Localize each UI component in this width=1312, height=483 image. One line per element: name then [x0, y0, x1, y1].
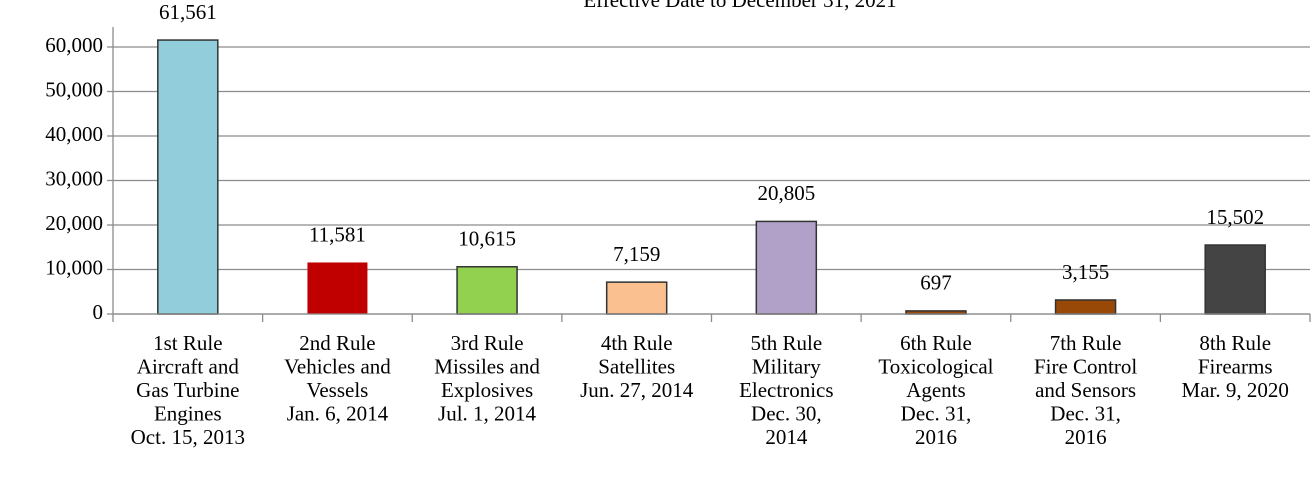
value-label: 3,155 — [1062, 260, 1109, 284]
x-tick-label: 2016 — [1065, 425, 1107, 449]
x-tick-label: Dec. 30, — [751, 401, 822, 425]
x-tick-label: 5th Rule — [750, 331, 822, 355]
y-tick-label: 0 — [93, 300, 104, 324]
x-tick-label: 6th Rule — [900, 331, 972, 355]
x-tick-label: 2014 — [765, 425, 808, 449]
x-tick-label: Vehicles and — [284, 354, 391, 378]
x-tick-label: Mar. 9, 2020 — [1182, 378, 1289, 402]
x-tick-label: Fire Control — [1034, 354, 1137, 378]
x-tick-label: Military — [752, 354, 821, 378]
x-tick-label: Dec. 31, — [901, 401, 972, 425]
value-label: 7,159 — [613, 242, 660, 266]
y-tick-label: 60,000 — [45, 33, 103, 57]
bar — [456, 266, 518, 315]
y-tick-label: 10,000 — [45, 255, 103, 279]
x-tick-label: Firearms — [1198, 354, 1273, 378]
x-tick-label: 3rd Rule — [451, 331, 524, 355]
x-tick-label: 1st Rule — [153, 331, 222, 355]
value-label: 61,561 — [159, 0, 217, 24]
x-tick-label: 2nd Rule — [299, 331, 375, 355]
x-tick-label: Engines — [154, 401, 222, 425]
chart-title: Effective Date to December 31, 2021 — [583, 0, 896, 12]
bar — [307, 262, 368, 314]
x-tick-label: Electronics — [739, 378, 833, 402]
x-tick-label: Vessels — [307, 378, 369, 402]
bar — [1054, 299, 1117, 315]
x-tick-label: 4th Rule — [601, 331, 673, 355]
x-tick-label: 7th Rule — [1050, 331, 1122, 355]
value-label: 11,581 — [309, 222, 366, 246]
x-tick-label: Agents — [906, 378, 966, 402]
x-tick-label: Toxicological — [878, 354, 993, 378]
bar — [605, 281, 668, 315]
x-tick-label: Oct. 15, 2013 — [131, 425, 245, 449]
value-label: 20,805 — [757, 181, 815, 205]
x-tick-label: Dec. 31, — [1050, 401, 1121, 425]
bar — [1204, 244, 1266, 315]
x-tick-label: Aircraft and — [137, 354, 240, 378]
x-tick-label: Explosives — [441, 378, 533, 402]
x-tick-label: Missiles and — [434, 354, 540, 378]
y-tick-label: 20,000 — [45, 211, 103, 235]
x-tick-label: Jun. 27, 2014 — [580, 378, 694, 402]
y-tick-label: 40,000 — [45, 122, 103, 146]
bar — [755, 220, 818, 315]
x-tick-label: Gas Turbine — [136, 378, 239, 402]
x-tick-label: 8th Rule — [1199, 331, 1271, 355]
value-label: 15,502 — [1206, 205, 1264, 229]
x-tick-label: 2016 — [915, 425, 957, 449]
x-tick-label: Jan. 6, 2014 — [287, 401, 389, 425]
value-label: 10,615 — [458, 227, 516, 251]
value-label: 697 — [920, 271, 952, 295]
x-tick-label: Satellites — [598, 354, 675, 378]
y-tick-label: 30,000 — [45, 166, 103, 190]
bar — [157, 39, 219, 315]
x-tick-label: Jul. 1, 2014 — [438, 401, 537, 425]
x-tick-label: and Sensors — [1035, 378, 1136, 402]
y-tick-label: 50,000 — [45, 77, 103, 101]
